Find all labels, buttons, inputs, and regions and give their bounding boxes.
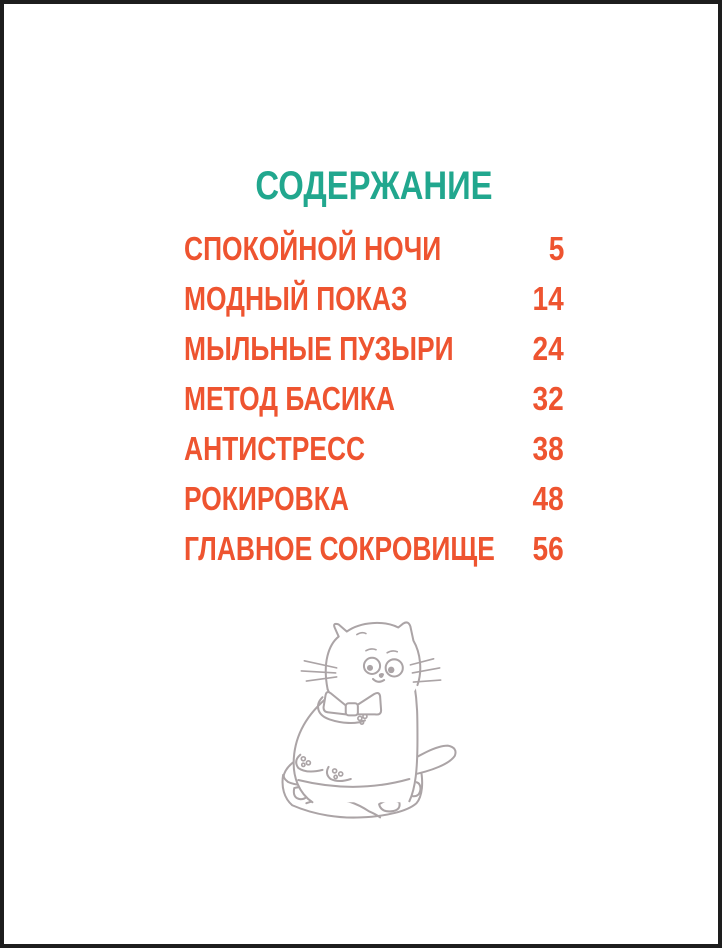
toc-entry-page: 38 — [532, 430, 564, 467]
cat-face — [362, 648, 404, 683]
cat-body — [292, 684, 419, 804]
toc-row: АНТИСТРЕСС 38 — [184, 424, 564, 474]
toc-title: СОДЕРЖАНИЕ — [255, 164, 493, 208]
toc-entry-label: РОКИРОВКА — [184, 480, 349, 517]
bow — [322, 691, 383, 717]
toc-entry-page: 56 — [532, 530, 564, 567]
toc-row: РОКИРОВКА 48 — [184, 474, 564, 524]
toc-entry-page: 5 — [548, 230, 564, 267]
toc-entry-label: СПОКОЙНОЙ НОЧИ — [184, 230, 442, 267]
toc-row: МЫЛЬНЫЕ ПУЗЫРИ 24 — [184, 324, 564, 374]
toc-entry-label: МЫЛЬНЫЕ ПУЗЫРИ — [184, 330, 454, 367]
toc-entry-page: 48 — [532, 480, 564, 517]
cat-whiskers — [300, 657, 442, 683]
cat-line-art — [281, 621, 457, 819]
toc-row: ГЛАВНОЕ СОКРОВИЩЕ 56 — [184, 524, 564, 574]
cat-on-vacuum-illustration — [270, 620, 472, 838]
toc-entry-label: ГЛАВНОЕ СОКРОВИЩЕ — [184, 530, 495, 567]
toc-entry-label: АНТИСТРЕСС — [184, 430, 366, 467]
toc-entry-page: 32 — [532, 380, 564, 417]
toc-row: МЕТОД БАСИКА 32 — [184, 374, 564, 424]
cat-paw — [317, 696, 368, 725]
toc-list: СПОКОЙНОЙ НОЧИ 5 МОДНЫЙ ПОКАЗ 14 МЫЛЬНЫЕ… — [184, 224, 564, 574]
cat-feet — [295, 753, 352, 783]
vacuum-rim-front — [297, 777, 411, 788]
cat-head — [324, 621, 422, 710]
toc-entry-page: 14 — [532, 280, 564, 317]
toc-entry-label: МЕТОД БАСИКА — [184, 380, 395, 417]
toc-row: СПОКОЙНОЙ НОЧИ 5 — [184, 224, 564, 274]
toc-entry-label: МОДНЫЙ ПОКАЗ — [184, 280, 408, 317]
toc-row: МОДНЫЙ ПОКАЗ 14 — [184, 274, 564, 324]
toc-entry-page: 24 — [532, 330, 564, 367]
